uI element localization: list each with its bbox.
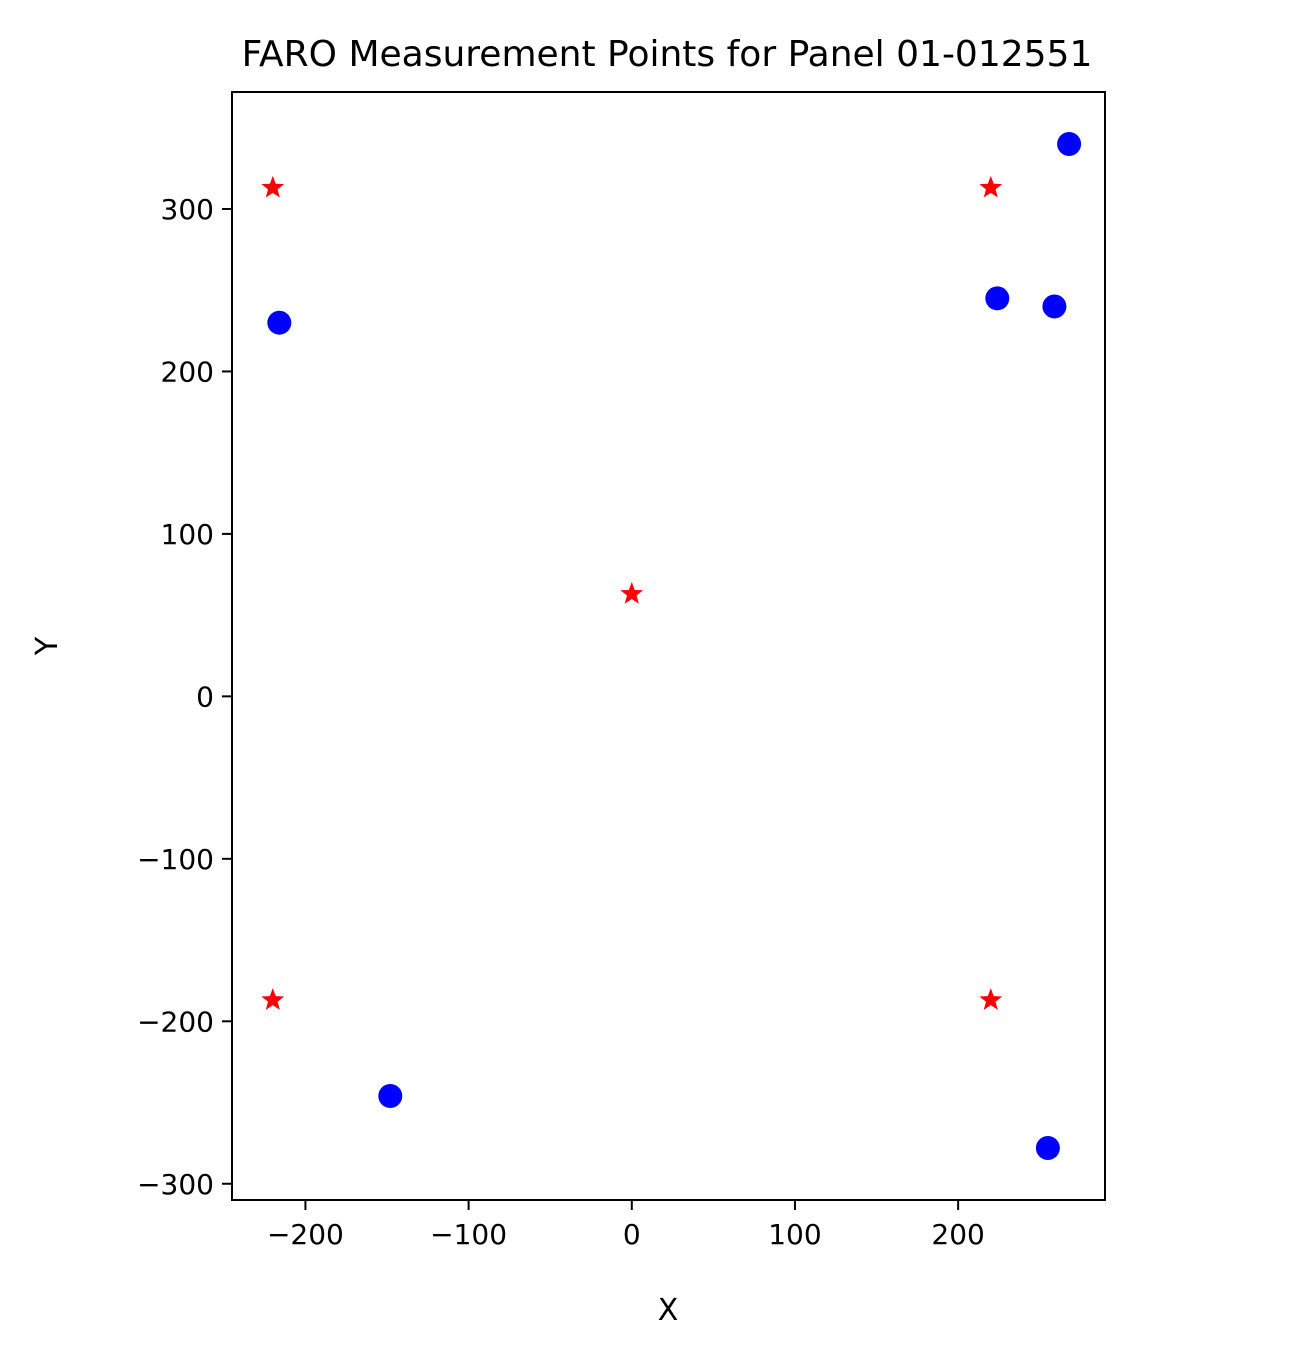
plot-area [261, 131, 1082, 1161]
data-point-star [261, 988, 285, 1010]
chart-title: FARO Measurement Points for Panel 01-012… [242, 34, 1093, 75]
x-tick-label: 200 [931, 1218, 984, 1251]
data-point-circle [378, 1084, 403, 1109]
plot-frame [231, 91, 1106, 1201]
data-point-circle [267, 310, 292, 335]
data-point-star [261, 175, 285, 198]
y-axis-label: Y [30, 636, 65, 656]
x-tick-label: −200 [267, 1218, 344, 1251]
data-point-star [979, 988, 1003, 1010]
y-tick-label: 200 [161, 355, 214, 388]
data-point-circle [985, 286, 1010, 311]
y-tick-label: 0 [196, 680, 214, 713]
data-point-star [979, 175, 1003, 198]
data-point-circle [1057, 131, 1082, 156]
x-axis-label: X [658, 1293, 679, 1328]
data-point-star [620, 582, 644, 604]
x-tick-label: 100 [768, 1218, 821, 1251]
y-axis: −300 −200 −100 0 100 200 300 [137, 193, 232, 1201]
data-point-circle [1042, 294, 1067, 319]
y-tick-label: −100 [137, 843, 214, 876]
y-tick-label: 300 [161, 193, 214, 226]
data-point-circle [1035, 1136, 1060, 1161]
y-tick-label: 100 [161, 518, 214, 551]
x-axis: −200 −100 0 100 200 [267, 1200, 985, 1251]
x-tick-label: −100 [430, 1218, 507, 1251]
x-tick-label: 0 [623, 1218, 641, 1251]
y-tick-label: −300 [137, 1168, 214, 1201]
y-tick-label: −200 [137, 1005, 214, 1038]
